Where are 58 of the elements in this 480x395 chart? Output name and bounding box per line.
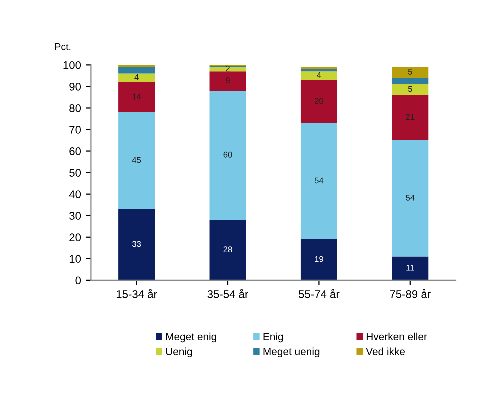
legend-label: Enig <box>264 332 284 343</box>
bar <box>392 140 429 257</box>
x-tick-label: 15-34 år <box>116 289 158 298</box>
bar <box>300 69 338 72</box>
bar <box>118 209 156 280</box>
x-tick-label: 55-74 år <box>298 289 340 298</box>
data-label: 5 <box>408 86 412 92</box>
legend-label: Meget uenig <box>264 348 320 358</box>
data-label: 33 <box>132 241 142 248</box>
y-tick-label: 50 <box>70 169 82 177</box>
data-label: 20 <box>314 98 324 104</box>
data-label: 11 <box>406 265 414 271</box>
legend-label: Ved ikke <box>366 348 406 356</box>
data-label: 14 <box>132 94 142 100</box>
legend-label: Meget enig <box>166 332 216 343</box>
bar <box>118 82 156 113</box>
y-tick-label: 30 <box>70 212 82 220</box>
data-label: 54 <box>314 178 324 184</box>
bar <box>392 95 429 141</box>
legend-label: Uenig <box>166 348 192 358</box>
bar <box>392 67 429 78</box>
data-label: 5 <box>408 69 412 75</box>
y-tick-label: 60 <box>70 148 82 156</box>
bar <box>392 78 429 85</box>
bar <box>300 80 338 124</box>
y-tick-label: 80 <box>70 104 82 112</box>
bar <box>392 84 429 96</box>
y-tick-label: 10 <box>70 255 82 264</box>
y-tick-label: 0 <box>76 276 82 285</box>
bar <box>210 220 246 280</box>
y-axis-title: Pct. <box>56 44 71 50</box>
data-label: 45 <box>132 157 142 164</box>
bar <box>210 72 246 92</box>
data-label: 19 <box>315 256 324 262</box>
legend-label: Hverken eller <box>366 332 428 341</box>
bar <box>118 74 156 82</box>
bar <box>210 91 246 220</box>
y-tick-label: 100 <box>64 61 82 70</box>
data-label: 2 <box>226 66 230 72</box>
y-tick-label: 90 <box>70 82 82 91</box>
data-label: 4 <box>317 72 322 78</box>
bar <box>300 240 338 280</box>
data-label: 28 <box>224 246 232 253</box>
x-tick-label: 75-89 år <box>390 289 431 298</box>
y-tick-label: 70 <box>70 126 82 134</box>
data-label: 60 <box>224 152 232 158</box>
y-tick-label: 40 <box>69 190 82 198</box>
bar <box>118 112 156 210</box>
data-label: 9 <box>226 78 230 84</box>
bar <box>118 67 156 74</box>
data-label: 54 <box>406 195 415 201</box>
bar <box>300 123 338 240</box>
data-label: 4 <box>134 74 139 80</box>
y-tick-label: 20 <box>70 234 82 242</box>
bar <box>300 72 338 80</box>
bar <box>392 256 429 280</box>
data-label: 21 <box>406 114 415 120</box>
x-tick-label: 35-54 år <box>208 289 249 298</box>
